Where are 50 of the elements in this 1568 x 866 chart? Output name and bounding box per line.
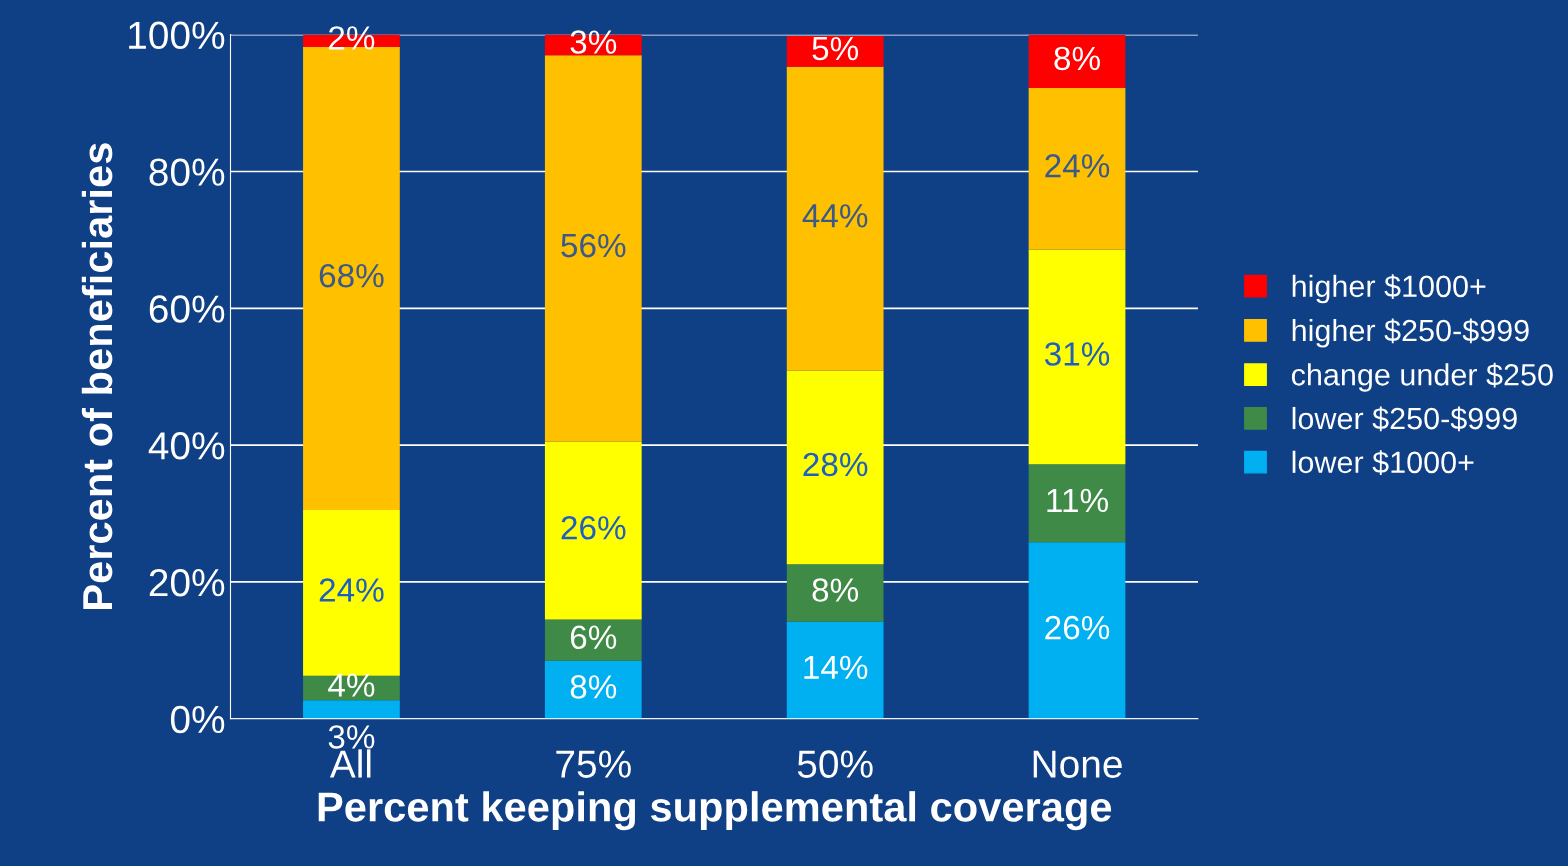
y-tick-label: 60% bbox=[149, 295, 225, 323]
data-label: 14% bbox=[804, 655, 868, 680]
bar bbox=[303, 700, 400, 719]
x-tick-label: 75% bbox=[556, 750, 631, 778]
data-label: 6% bbox=[570, 625, 617, 650]
x-tick-label: All bbox=[329, 749, 371, 778]
legend-label: lower $250-$999 bbox=[1292, 406, 1517, 432]
y-tick-label: 80% bbox=[149, 158, 225, 186]
y-tick-label: 0% bbox=[170, 705, 225, 734]
legend-label: higher $1000+ bbox=[1292, 274, 1486, 304]
bar bbox=[786, 621, 884, 719]
y-axis-title: Percent of beneficiaries bbox=[81, 143, 113, 609]
data-label: 24% bbox=[1045, 154, 1110, 178]
bar bbox=[786, 564, 884, 622]
data-label: 56% bbox=[561, 233, 626, 258]
y-tick-label: 100% bbox=[129, 21, 225, 50]
bar bbox=[1028, 542, 1126, 719]
legend-label: higher $250-$999 bbox=[1292, 318, 1529, 348]
data-label: 68% bbox=[319, 263, 384, 288]
data-label: 5% bbox=[812, 36, 859, 61]
legend-label: change under $250 bbox=[1291, 362, 1553, 392]
y-tick-label: 20% bbox=[149, 568, 225, 597]
data-label: 28% bbox=[803, 452, 868, 477]
bar bbox=[544, 660, 642, 719]
data-label: 44% bbox=[802, 204, 868, 228]
bar bbox=[786, 66, 884, 371]
legend-label: lower $1000+ bbox=[1292, 450, 1474, 475]
bar bbox=[544, 441, 642, 620]
data-label: 11% bbox=[1047, 488, 1108, 513]
data-label: 26% bbox=[1045, 615, 1110, 640]
data-label: 24% bbox=[319, 578, 384, 602]
bar bbox=[1028, 249, 1126, 465]
x-tick-label: None bbox=[1033, 750, 1122, 778]
data-label: 31% bbox=[1044, 342, 1110, 366]
data-label: 3% bbox=[328, 725, 375, 749]
bar bbox=[544, 55, 642, 442]
data-label: 4% bbox=[328, 673, 375, 697]
bar bbox=[1028, 88, 1126, 250]
bar bbox=[1028, 464, 1126, 543]
bar bbox=[544, 619, 642, 661]
bar bbox=[786, 370, 884, 565]
data-label: 8% bbox=[570, 675, 617, 699]
data-label: 26% bbox=[561, 515, 626, 540]
x-axis-title: Percent keeping supplemental coverage bbox=[318, 791, 1112, 831]
data-label: 8% bbox=[812, 578, 859, 602]
data-label: 8% bbox=[1054, 46, 1100, 71]
bar bbox=[1028, 34, 1126, 88]
y-tick-label: 40% bbox=[148, 432, 225, 460]
data-label: 3% bbox=[570, 30, 617, 54]
x-tick-label: 50% bbox=[797, 750, 873, 778]
